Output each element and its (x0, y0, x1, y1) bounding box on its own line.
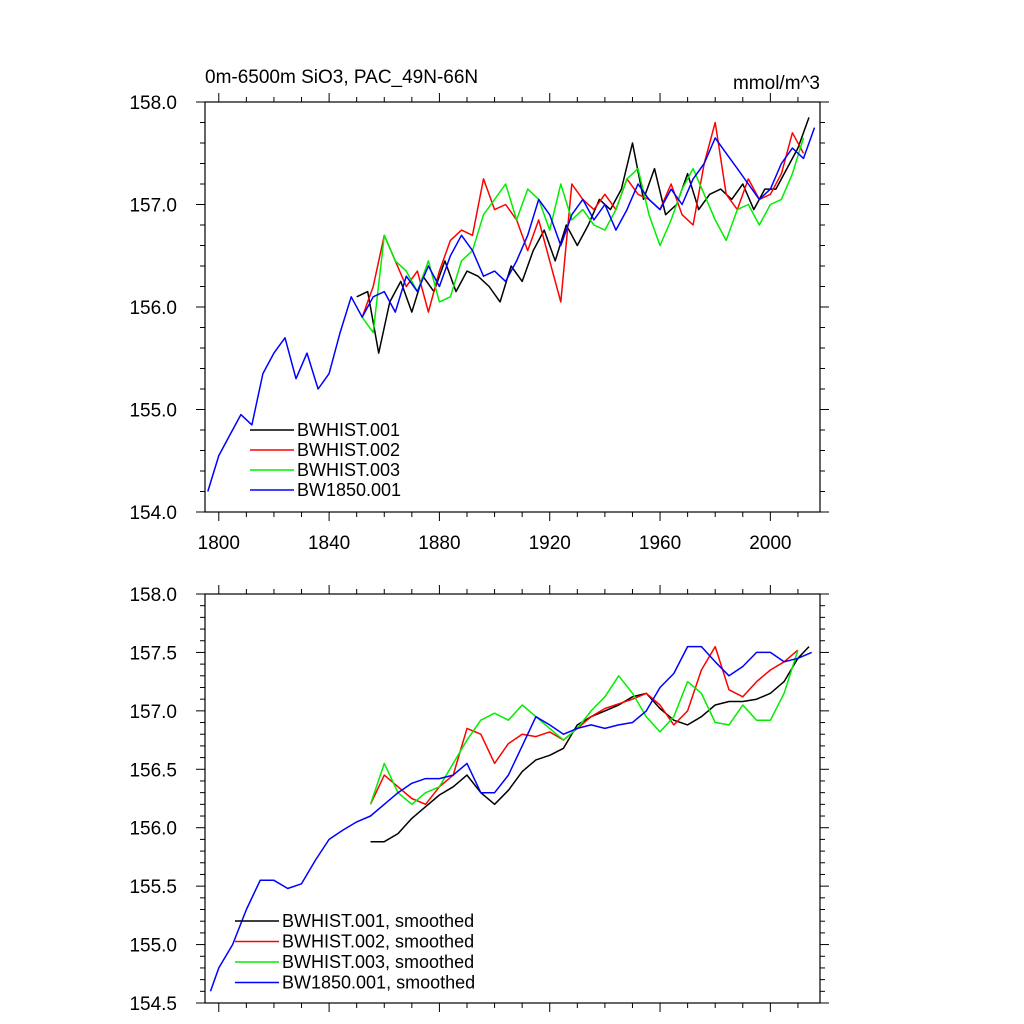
x-tick-label: 1960 (639, 533, 681, 554)
series-line-3 (369, 649, 799, 806)
legend-label: BWHIST.003 (297, 460, 400, 480)
y-tick-label: 154.5 (129, 994, 177, 1015)
series-line-1 (356, 117, 810, 354)
y-tick-label: 154.0 (129, 503, 177, 524)
chart-title: 0m-6500m SiO3, PAC_49N-66N (205, 67, 478, 88)
y-tick-label: 157.0 (129, 702, 177, 723)
y-tick-label: 155.0 (129, 401, 177, 422)
x-tick-label: 1920 (529, 533, 571, 554)
y-tick-label: 156.0 (129, 819, 177, 840)
series-line-2 (369, 645, 799, 806)
x-tick-label: 1800 (198, 533, 240, 554)
series-line-3 (361, 137, 805, 334)
y-tick-label: 157.5 (129, 643, 177, 664)
legend-label: BWHIST.003, smoothed (282, 952, 474, 972)
panel-2: 154.5 155.0 155.5 156.0 156.5 157.0 157.5 158.0… (129, 585, 829, 1015)
y-tick-label: 157.0 (129, 196, 177, 217)
x-tick-label: 1840 (308, 533, 350, 554)
x-tick-label: 1880 (418, 533, 460, 554)
legend-label: BWHIST.002, smoothed (282, 932, 474, 952)
legend-label: BWHIST.001 (297, 420, 400, 440)
y-tick-label: 156.5 (129, 760, 177, 781)
series-line-4 (209, 645, 812, 992)
series-line-1 (370, 646, 810, 843)
series-line-2 (361, 121, 805, 318)
y-tick-label: 156.0 (129, 298, 177, 319)
y-tick-label: 158.0 (129, 93, 177, 114)
x-tick-label: 2000 (749, 533, 791, 554)
plot-frame (204, 593, 821, 1004)
panel-1: 1800 1840 1880 1920 1960 2000 154.0 155.0 156.0 1… (129, 67, 829, 554)
series-line-4 (207, 127, 816, 492)
units-label: mmol/m^3 (733, 73, 820, 94)
legend-label: BW1850.001, smoothed (282, 973, 475, 993)
y-tick-label: 155.5 (129, 877, 177, 898)
y-tick-label: 158.0 (129, 585, 177, 606)
y-tick-label: 155.0 (129, 936, 177, 957)
legend-label: BW1850.001 (297, 480, 401, 500)
legend-label: BWHIST.002 (297, 440, 400, 460)
legend-label: BWHIST.001, smoothed (282, 911, 474, 931)
